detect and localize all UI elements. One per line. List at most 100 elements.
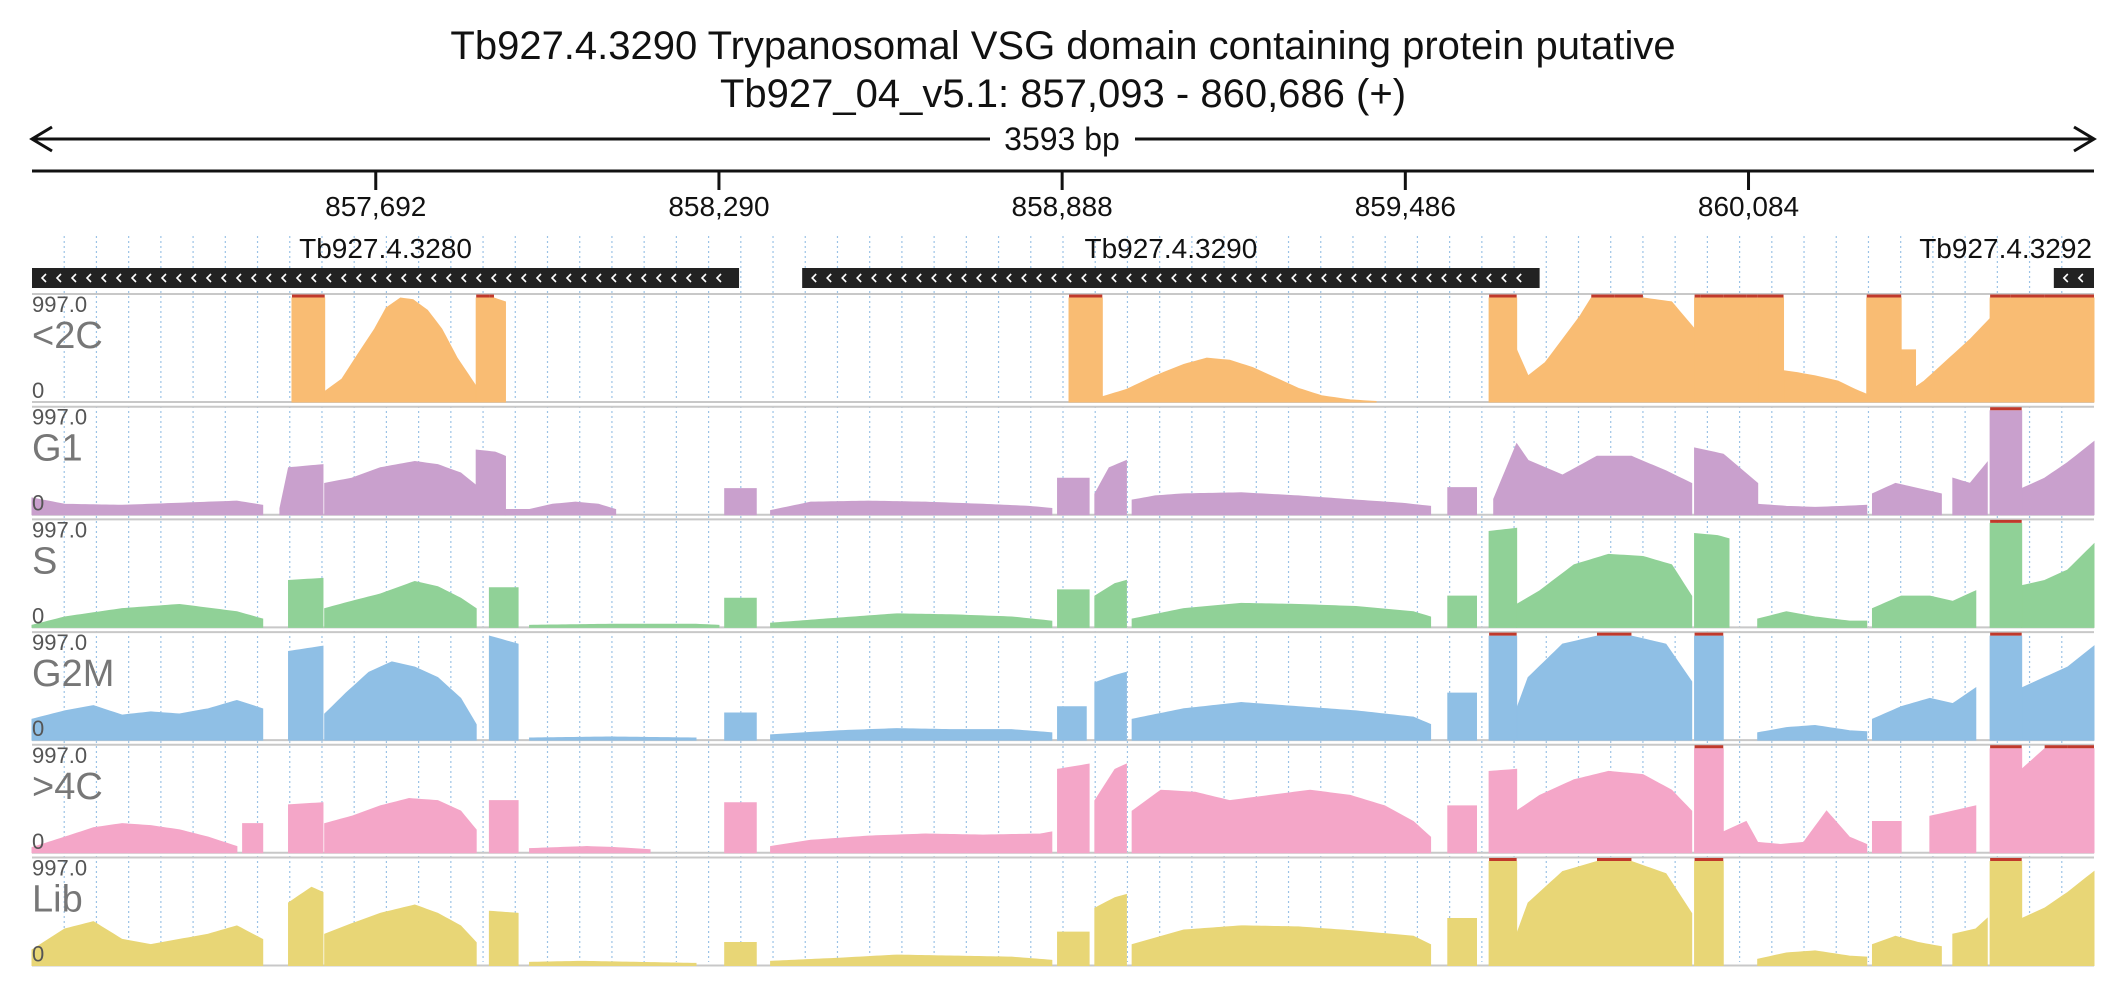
coverage-area xyxy=(724,802,757,854)
coverage-area xyxy=(1131,702,1432,741)
gene-strand-arrow xyxy=(505,273,512,283)
coverage-area xyxy=(1757,297,1785,403)
gene-strand-arrow xyxy=(1246,273,1252,283)
track-1: 997.0 0 G1 xyxy=(31,405,2095,516)
coverage-area xyxy=(1694,635,1724,741)
coverage-area xyxy=(504,501,617,516)
track-ymin-label: 0 xyxy=(32,378,44,403)
gene-strand-arrow xyxy=(1411,273,1417,283)
scale-bar-arrow-right xyxy=(2073,125,2097,153)
coverage-area xyxy=(1757,724,1868,741)
coverage-area xyxy=(31,699,264,741)
gene-strand-arrow xyxy=(310,273,317,283)
coverage-area xyxy=(2021,870,2095,966)
gene-strand-arrow xyxy=(520,273,527,283)
gene-strand-arrow xyxy=(1336,273,1342,283)
coverage-area xyxy=(1094,763,1127,854)
coverage-area xyxy=(324,798,477,854)
gene-strand-arrow xyxy=(1456,273,1462,283)
track-name-label: <2C xyxy=(32,315,103,357)
gene-strand-arrow xyxy=(1321,273,1327,283)
coverage-area xyxy=(1900,317,1991,403)
gene-strand-arrow xyxy=(1051,273,1057,283)
ruler-tick-label: 860,084 xyxy=(1698,191,1799,222)
coverage-area xyxy=(1989,297,2095,403)
gene-strand-arrow xyxy=(160,273,167,283)
gene-strand-arrow xyxy=(100,273,107,283)
coverage-area xyxy=(1516,861,1693,966)
coverage-area xyxy=(1057,931,1090,966)
gene-strand-arrow xyxy=(991,273,997,283)
gene-strand-arrow xyxy=(235,273,242,283)
gene-strand-arrow xyxy=(400,273,407,283)
gene-strand-arrow xyxy=(916,273,922,283)
gene-strand-arrow xyxy=(1216,273,1222,283)
coverage-area xyxy=(1871,482,1942,516)
track-name-label: G1 xyxy=(32,428,83,470)
coverage-area xyxy=(1447,692,1477,741)
coverage-area xyxy=(1871,590,1977,628)
gene-strand-arrow xyxy=(115,273,122,283)
coverage-area xyxy=(1757,950,1868,966)
gene-strand-arrow xyxy=(1306,273,1312,283)
track-ymin-label: 0 xyxy=(32,942,44,967)
gene-strand-arrow xyxy=(1291,273,1297,283)
coverage-area xyxy=(1131,789,1432,854)
coverage-area xyxy=(488,910,519,966)
coverage-area xyxy=(242,823,264,854)
gene-strand-arrow xyxy=(1126,273,1132,283)
gene-strand-arrow xyxy=(295,273,302,283)
gene-strand-arrow xyxy=(811,273,817,283)
coverage-area xyxy=(770,954,1053,966)
gene-strand-arrow xyxy=(715,273,722,283)
gene-strand-arrow xyxy=(250,273,257,283)
gene-strand-arrow xyxy=(475,273,482,283)
coverage-area xyxy=(1871,821,1902,854)
coverage-area xyxy=(2021,440,2095,516)
coverage-area xyxy=(1694,297,1759,403)
gene-strand-arrow xyxy=(610,273,617,283)
track-ymin-label: 0 xyxy=(32,716,44,741)
track-ymax-label: 997.0 xyxy=(32,517,87,542)
gene-strand-arrow xyxy=(565,273,572,283)
coverage-area xyxy=(1516,635,1693,741)
gene-strand-arrow xyxy=(550,273,557,283)
gene-label: Tb927.4.3290 xyxy=(1084,233,1257,264)
coverage-area xyxy=(324,580,477,628)
gene-strand-arrow xyxy=(460,273,467,283)
gene-bar xyxy=(802,268,1540,288)
gene-strand-arrow xyxy=(220,273,227,283)
coverage-area xyxy=(324,661,477,741)
gene-strand-arrow xyxy=(2062,273,2069,283)
gene-strand-arrow xyxy=(580,273,587,283)
coverage-area xyxy=(1866,297,1902,403)
gene-strand-arrow xyxy=(385,273,392,283)
coverage-area xyxy=(2021,748,2095,854)
coverage-area xyxy=(529,960,697,966)
gene-strand-arrow xyxy=(490,273,497,283)
gene-strand-arrow xyxy=(700,273,707,283)
coverage-area xyxy=(529,623,720,628)
track-5: 997.0 0 Lib xyxy=(31,856,2095,967)
coverage-area xyxy=(1989,410,2023,516)
coverage-area xyxy=(1694,447,1759,516)
track-ymax-label: 997.0 xyxy=(32,405,87,430)
coverage-area xyxy=(1094,459,1127,516)
gene-strand-arrow xyxy=(595,273,602,283)
gene-strand-arrow xyxy=(70,273,77,283)
gene-strand-arrow xyxy=(355,273,362,283)
gene-strand-arrow xyxy=(625,273,632,283)
gene-strand-arrow xyxy=(1501,273,1507,283)
coverage-area xyxy=(1694,748,1724,854)
coverage-area xyxy=(1989,861,2023,966)
coverage-area xyxy=(324,297,477,403)
coverage-area xyxy=(1989,748,2023,854)
coverage-area xyxy=(1131,602,1432,628)
coverage-area xyxy=(1694,861,1724,966)
gene-label: Tb927.4.3280 xyxy=(299,233,472,264)
coverage-tracks: 997.00<2C997.00G1997.00S997.00G2M997.00>… xyxy=(31,292,2095,967)
coverage-area xyxy=(1871,935,1942,966)
coverage-area xyxy=(1068,297,1103,403)
